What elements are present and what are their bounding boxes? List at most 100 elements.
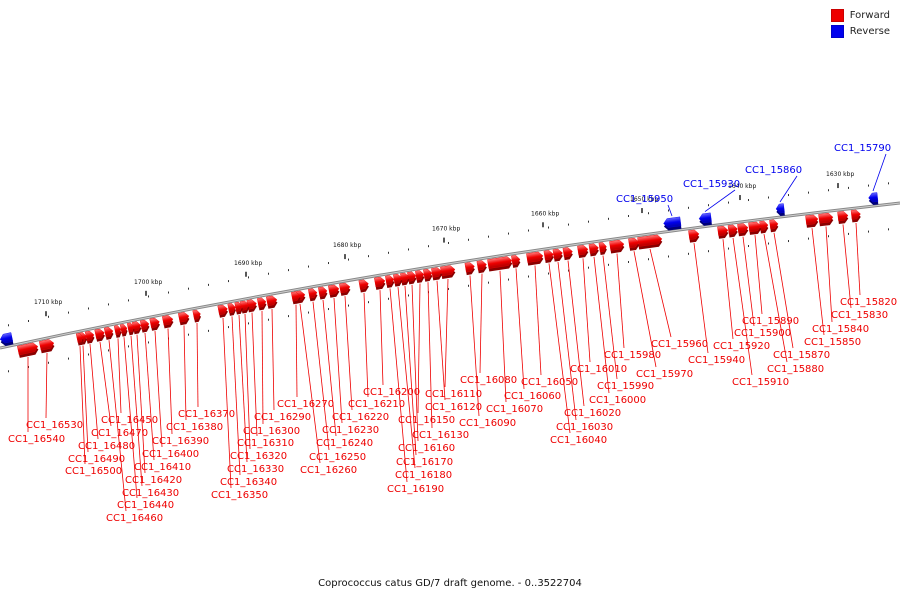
gene-label[interactable]: CC1_16180	[395, 470, 452, 481]
gene-label[interactable]: CC1_16300	[243, 426, 300, 437]
forward-gene-arrow	[728, 224, 738, 237]
gene-label[interactable]: CC1_16490	[68, 454, 125, 465]
gene-label[interactable]: CC1_16410	[134, 462, 191, 473]
gene-label[interactable]: CC1_16060	[504, 391, 561, 402]
gene-label[interactable]: CC1_15930	[683, 179, 740, 190]
scale-dot	[828, 235, 829, 237]
gene-label[interactable]: CC1_15830	[831, 310, 888, 321]
scale-dot	[228, 280, 229, 282]
gene-label[interactable]: CC1_16230	[322, 425, 379, 436]
scale-dot	[408, 248, 409, 250]
forward-gene-arrow	[806, 214, 819, 227]
gene-label[interactable]: CC1_16190	[387, 484, 444, 495]
scale-dot	[888, 228, 889, 230]
gene-label[interactable]: CC1_16320	[230, 451, 287, 462]
gene-label[interactable]: CC1_15890	[742, 316, 799, 327]
gene-label[interactable]: CC1_16220	[332, 412, 389, 423]
gene-label[interactable]: CC1_16270	[277, 399, 334, 410]
gene-label[interactable]: CC1_16340	[220, 477, 277, 488]
label-leader	[380, 290, 383, 385]
gene-label[interactable]: CC1_16200	[363, 387, 420, 398]
label-leader	[90, 344, 98, 439]
scale-dot	[688, 207, 689, 209]
gene-label[interactable]: CC1_16080	[460, 375, 517, 386]
scale-dot	[8, 324, 9, 326]
gene-label[interactable]: CC1_15840	[812, 324, 869, 335]
gene-label[interactable]: CC1_16070	[486, 404, 543, 415]
gene-label[interactable]: CC1_15900	[734, 328, 791, 339]
gene-label[interactable]: CC1_16450	[101, 415, 158, 426]
gene-label[interactable]: CC1_16380	[166, 422, 223, 433]
gene-label[interactable]: CC1_16160	[398, 443, 455, 454]
gene-label[interactable]: CC1_16500	[65, 466, 122, 477]
gene-label[interactable]: CC1_16310	[237, 438, 294, 449]
gene-label[interactable]: CC1_16440	[117, 500, 174, 511]
forward-gene-arrow	[328, 284, 340, 298]
gene-label[interactable]: CC1_16130	[412, 430, 469, 441]
gene-label[interactable]: CC1_16120	[425, 402, 482, 413]
gene-label[interactable]: CC1_15820	[840, 297, 897, 308]
scale-dot	[528, 230, 529, 232]
scale-dot	[848, 233, 849, 235]
gene-label[interactable]: CC1_16540	[8, 434, 65, 445]
gene-label[interactable]: CC1_16170	[396, 457, 453, 468]
gene-label[interactable]: CC1_15850	[804, 337, 861, 348]
gene-label[interactable]: CC1_16110	[425, 389, 482, 400]
gene-label[interactable]: CC1_15910	[732, 377, 789, 388]
gene-label[interactable]: CC1_16030	[556, 422, 613, 433]
gene-label[interactable]: CC1_16480	[78, 441, 135, 452]
gene-label[interactable]: CC1_15880	[767, 364, 824, 375]
reverse-gene-arrow	[775, 204, 784, 217]
gene-label[interactable]: CC1_16420	[125, 475, 182, 486]
label-leader	[826, 226, 832, 322]
forward-gene-arrow	[851, 209, 861, 222]
gene-label[interactable]: CC1_15950	[616, 194, 673, 205]
gene-label[interactable]: CC1_16260	[300, 465, 357, 476]
gene-label[interactable]: CC1_16210	[348, 399, 405, 410]
gene-label[interactable]: CC1_16150	[398, 415, 455, 426]
label-leader	[743, 237, 754, 326]
gene-label[interactable]: CC1_16390	[152, 436, 209, 447]
gene-label[interactable]: CC1_16000	[589, 395, 646, 406]
gene-label[interactable]: CC1_15860	[745, 165, 802, 176]
gene-label[interactable]: CC1_16530	[26, 420, 83, 431]
gene-label[interactable]: CC1_16020	[564, 408, 621, 419]
gene-label[interactable]: CC1_15990	[597, 381, 654, 392]
gene-label[interactable]: CC1_16040	[550, 435, 607, 446]
gene-label[interactable]: CC1_15980	[604, 350, 661, 361]
scale-dot	[628, 261, 629, 263]
gene-label[interactable]: CC1_16090	[459, 418, 516, 429]
legend-forward-label: Forward	[850, 10, 890, 21]
forward-gene-arrow	[688, 229, 699, 242]
gene-label[interactable]: CC1_16460	[106, 513, 163, 524]
gene-label[interactable]: CC1_16240	[316, 438, 373, 449]
gene-label[interactable]: CC1_16400	[142, 449, 199, 460]
scale-dot	[728, 248, 729, 250]
gene-label[interactable]: CC1_16370	[178, 409, 235, 420]
gene-label[interactable]: CC1_16470	[91, 428, 148, 439]
forward-gene-arrow	[150, 317, 161, 331]
forward-swatch	[831, 9, 844, 22]
scale-dot	[768, 243, 769, 245]
kbp-tick-label: 1630 kbp	[826, 171, 854, 178]
forward-gene-arrow	[599, 242, 608, 255]
forward-gene-arrow	[218, 304, 229, 317]
gene-label[interactable]: CC1_15790	[834, 143, 891, 154]
kbp-tick-label: 1680 kbp	[333, 242, 361, 249]
gene-label[interactable]: CC1_15970	[636, 369, 693, 380]
gene-label[interactable]: CC1_16350	[211, 490, 268, 501]
gene-label[interactable]: CC1_16010	[570, 364, 627, 375]
forward-gene-arrow	[589, 243, 600, 256]
gene-label[interactable]: CC1_16250	[309, 452, 366, 463]
gene-label[interactable]: CC1_16290	[254, 412, 311, 423]
gene-label[interactable]: CC1_15960	[651, 339, 708, 350]
gene-label[interactable]: CC1_16430	[122, 488, 179, 499]
gene-label[interactable]: CC1_15920	[713, 341, 770, 352]
gene-label[interactable]: CC1_16330	[227, 464, 284, 475]
scale-dot	[728, 202, 729, 204]
forward-gene-arrow	[193, 309, 202, 322]
gene-label[interactable]: CC1_15870	[773, 350, 830, 361]
gene-label[interactable]: CC1_15940	[688, 355, 745, 366]
gene-label[interactable]: CC1_16050	[521, 377, 578, 388]
forward-gene-arrow	[140, 319, 150, 332]
